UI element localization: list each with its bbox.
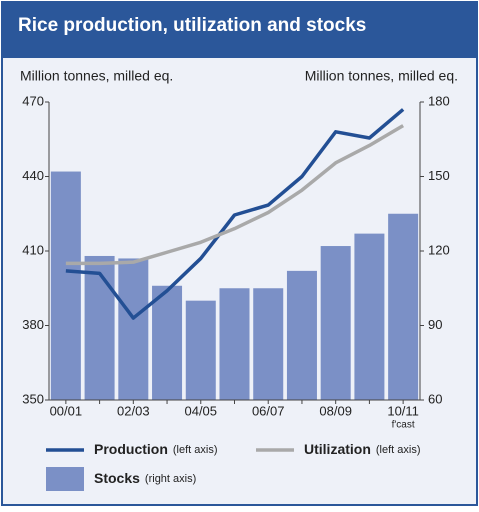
y-tick-label: 470 [22, 93, 44, 108]
legend-label: Stocks (right axis) [94, 470, 196, 486]
bar [286, 270, 317, 400]
bar [219, 288, 250, 400]
bar [50, 171, 81, 400]
line [65, 108, 405, 320]
y2-axis-label: Million tonnes, milled eq. [305, 68, 458, 84]
line [65, 124, 405, 266]
chart-title: Rice production, utilization and stocks [18, 15, 366, 36]
x-tick-label: 06/07 [252, 403, 285, 418]
legend-label: Production (left axis) [94, 441, 218, 457]
y2-tick-label: 150 [428, 168, 450, 183]
x-tick-note: f'cast [392, 420, 415, 431]
y2-tick-label: 180 [428, 93, 450, 108]
x-tick-label: 00/01 [50, 403, 83, 418]
y2-tick-label: 120 [428, 242, 450, 257]
legend-name: Production [94, 441, 168, 457]
y-axis-label: Million tonnes, milled eq. [20, 68, 173, 84]
legend-label: Utilization (left axis) [304, 441, 421, 457]
legend-swatch [46, 467, 84, 491]
bar [152, 285, 183, 400]
header [2, 2, 477, 58]
y-tick-label: 410 [22, 242, 44, 257]
y-tick-label: 350 [22, 391, 44, 406]
y2-tick-label: 60 [428, 391, 442, 406]
bar [320, 246, 351, 400]
x-tick-label: 10/11 [387, 403, 419, 418]
legend-note: (left axis) [173, 444, 218, 456]
legend-note: (left axis) [376, 444, 421, 456]
legend-note: (right axis) [145, 473, 196, 485]
bar [388, 213, 419, 400]
x-tick-label: 08/09 [319, 403, 352, 418]
bar [354, 233, 385, 400]
y2-tick-label: 90 [428, 317, 442, 332]
x-tick-label: 02/03 [117, 403, 150, 418]
legend-name: Utilization [304, 441, 371, 457]
y-tick-label: 440 [22, 168, 44, 183]
bar [84, 255, 115, 400]
bar [118, 258, 149, 400]
bar [185, 300, 216, 400]
legend-name: Stocks [94, 470, 140, 486]
bar [253, 288, 284, 400]
x-tick-label: 04/05 [184, 403, 217, 418]
y-tick-label: 380 [22, 317, 44, 332]
